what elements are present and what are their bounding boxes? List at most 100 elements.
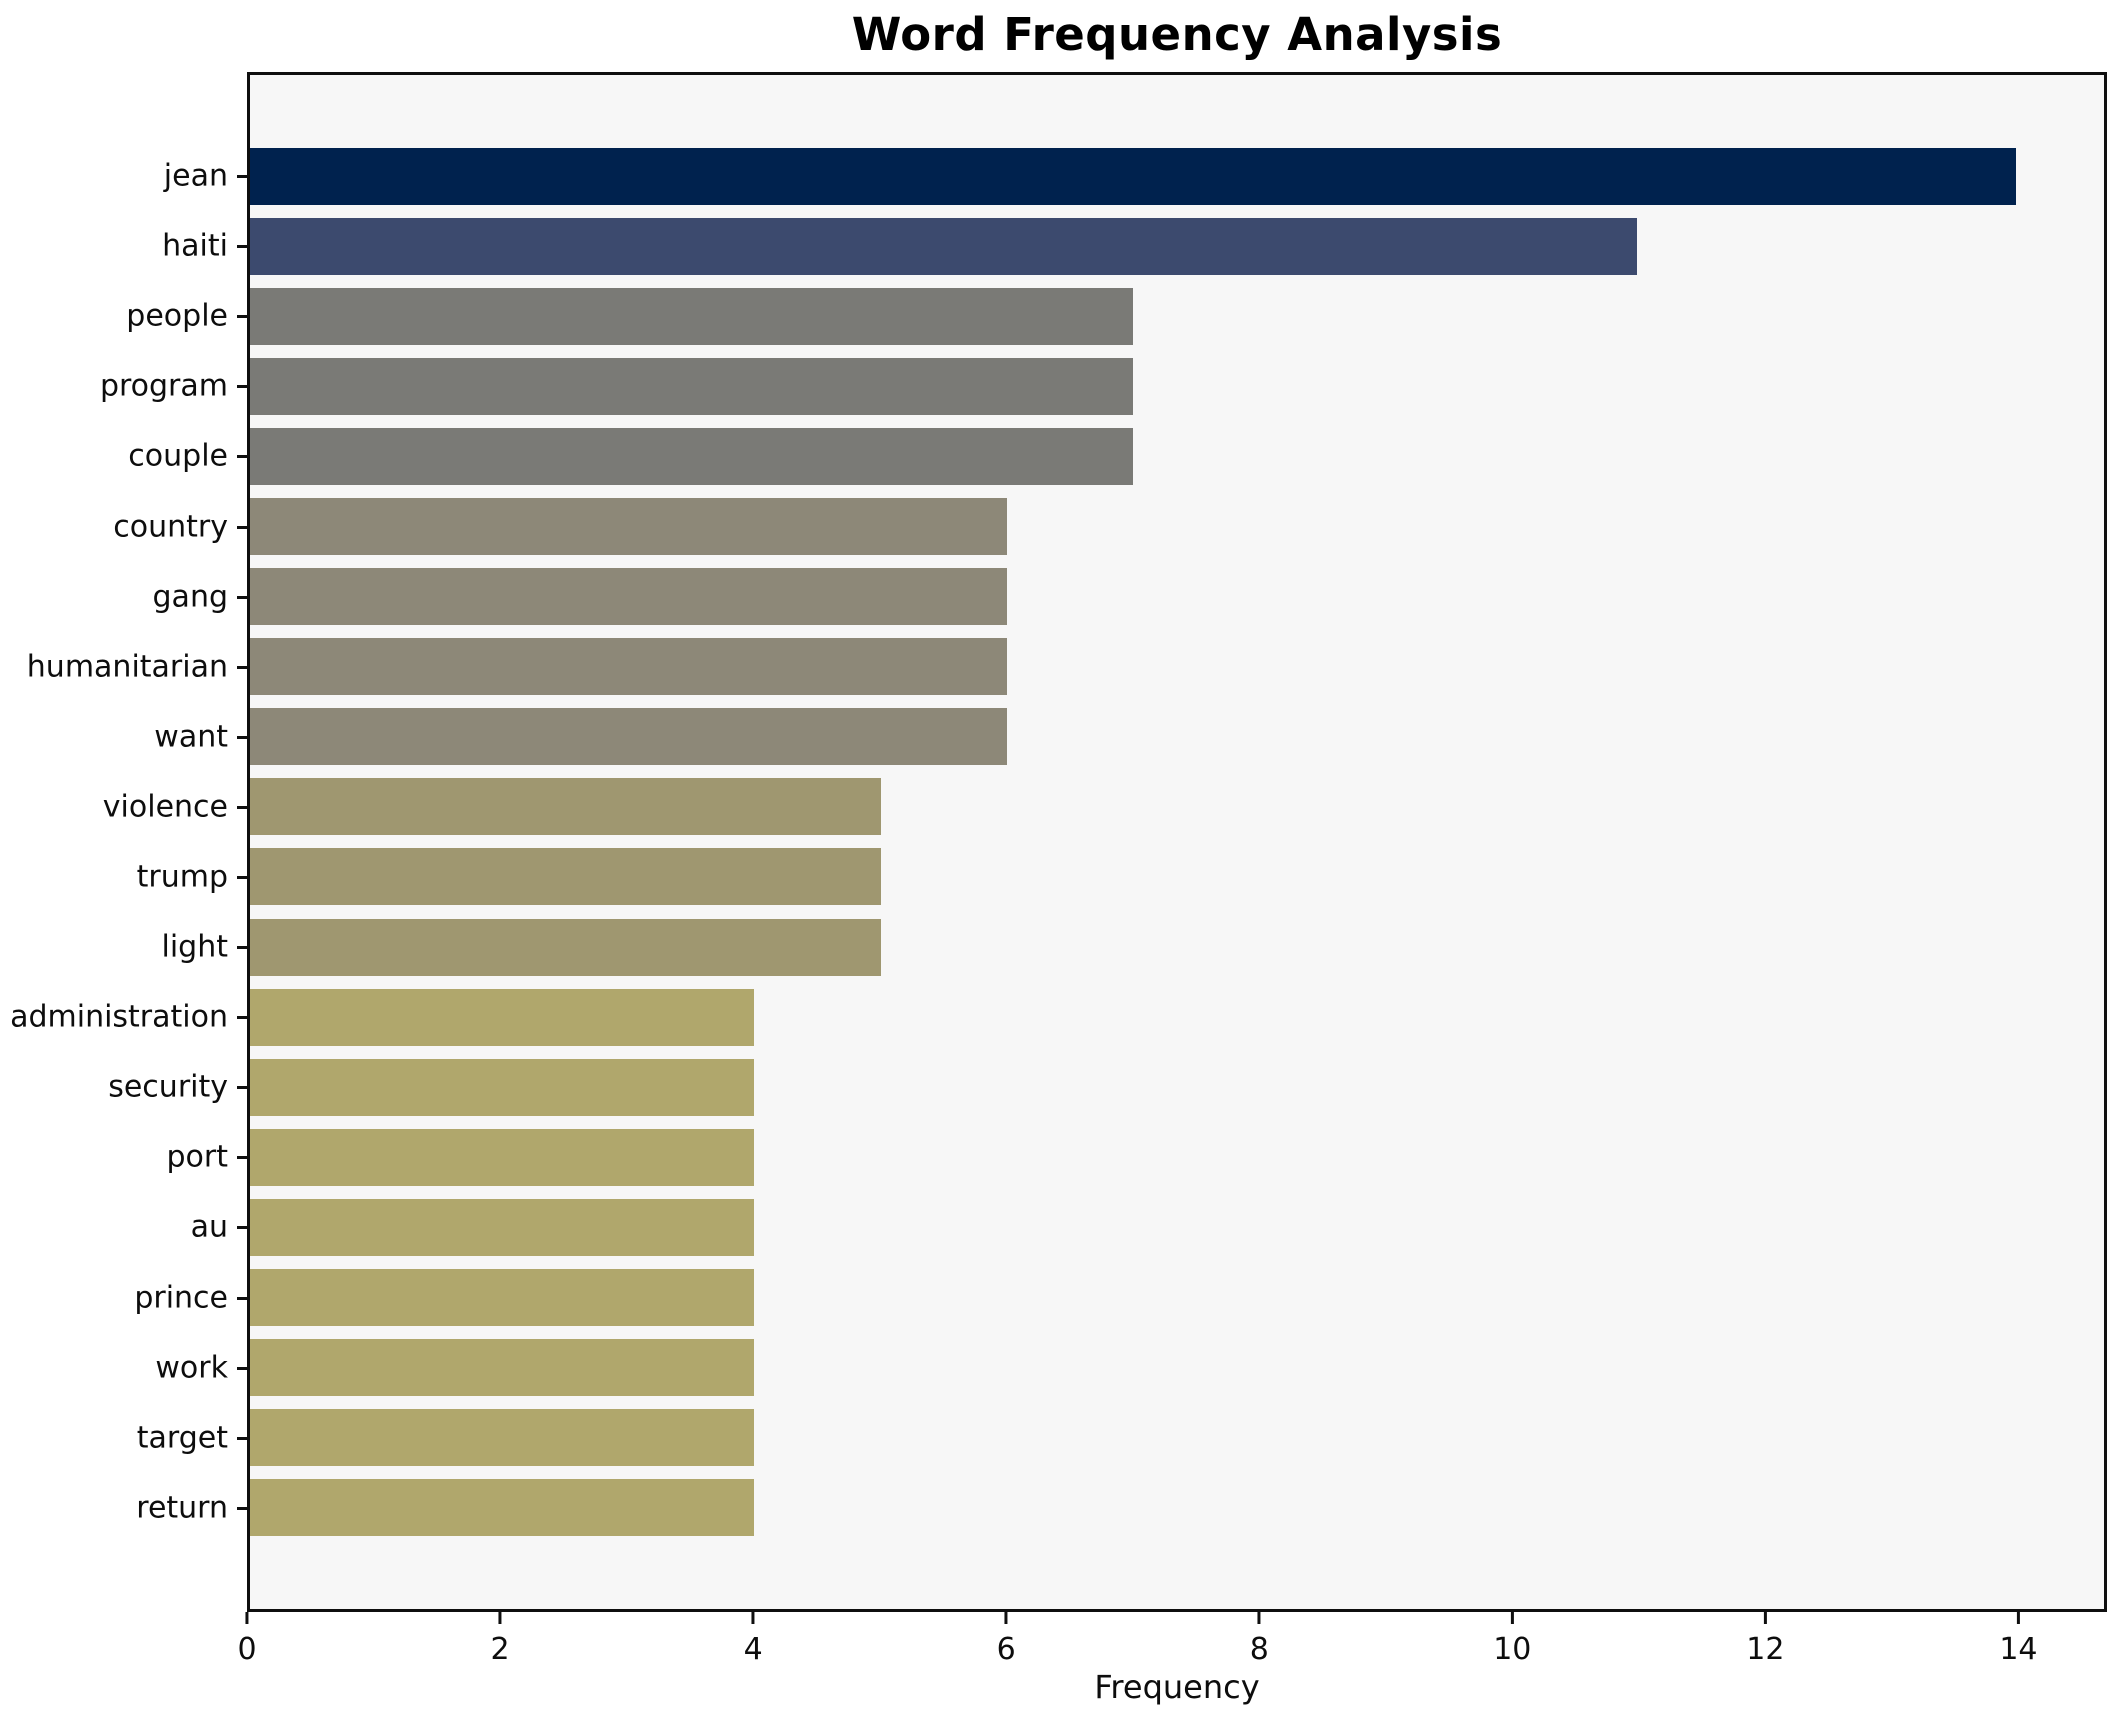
bar-row: people (126, 281, 2104, 351)
y-tick-mark (237, 455, 247, 459)
y-tick-mark (237, 1226, 247, 1230)
bar-row: violence (103, 772, 2104, 842)
x-tick-mark (2016, 1612, 2020, 1624)
x-tick-mark (498, 1612, 502, 1624)
x-tick-label: 2 (490, 1632, 510, 1667)
y-axis-label: want (154, 719, 228, 755)
y-tick-mark (237, 665, 247, 669)
x-tick: 12 (1746, 1612, 1784, 1667)
bar-row: couple (128, 421, 2104, 491)
y-tick-mark (237, 315, 247, 319)
y-axis-label: couple (128, 438, 228, 474)
bar-row: security (108, 1052, 2104, 1122)
y-tick-mark (237, 875, 247, 879)
y-axis-label: target (136, 1420, 228, 1456)
x-tick-label: 14 (1999, 1632, 2038, 1667)
bar-row: work (155, 1333, 2104, 1403)
y-tick-mark (237, 1156, 247, 1160)
y-axis-label: au (190, 1209, 228, 1245)
bar-violence (250, 778, 881, 836)
x-axis: 0 2 4 6 8 10 12 14 (237, 1612, 2107, 1692)
bar-row: gang (153, 562, 2104, 632)
y-axis-label: violence (102, 789, 228, 825)
bar-row: program (100, 351, 2104, 421)
y-axis-label: people (126, 298, 228, 334)
x-tick: 0 (237, 1612, 257, 1667)
bar-row: haiti (162, 211, 2104, 281)
bar-row: return (136, 1473, 2104, 1543)
y-tick-mark (237, 805, 247, 809)
bar-program (250, 357, 1133, 415)
x-axis-title: Frequency (1094, 1668, 1260, 1706)
x-tick-mark (245, 1612, 249, 1624)
chart-title: Word Frequency Analysis (851, 8, 1503, 61)
y-tick-mark (237, 1016, 247, 1020)
bar-au (250, 1198, 755, 1256)
y-tick-mark (237, 1296, 247, 1300)
bar-row: administration (10, 982, 2104, 1052)
y-tick-mark (237, 1506, 247, 1510)
bar-want (250, 708, 1007, 766)
y-axis-label: administration (10, 999, 228, 1035)
bar-row: country (113, 491, 2104, 561)
bar-row: humanitarian (27, 632, 2104, 702)
plot-area: jean haiti people program couple country gang h… (10, 72, 2107, 1612)
bar-row: target (137, 1403, 2104, 1473)
bar-row: prince (134, 1263, 2104, 1333)
y-axis-label: prince (134, 1280, 228, 1316)
bar-rows: jean haiti people program couple country gang h… (10, 75, 2104, 1609)
bar-jean (250, 147, 2016, 205)
y-tick-mark (237, 525, 247, 529)
y-tick-mark (237, 595, 247, 599)
x-tick: 4 (744, 1612, 763, 1667)
y-tick-mark (237, 735, 247, 739)
x-tick-mark (1763, 1612, 1767, 1624)
x-tick: 14 (1999, 1612, 2038, 1667)
bar-couple (250, 427, 1133, 485)
y-axis-label: jean (163, 158, 228, 194)
bar-people (250, 287, 1133, 345)
y-axis-label: haiti (162, 228, 228, 264)
y-tick-mark (237, 946, 247, 950)
bar-row: jean (164, 141, 2104, 211)
y-axis-label: light (161, 929, 229, 965)
x-tick-label: 0 (237, 1632, 257, 1667)
bar-haiti (250, 217, 1638, 275)
y-axis-label: security (108, 1069, 228, 1105)
y-axis-label: humanitarian (26, 649, 228, 685)
x-tick: 6 (997, 1612, 1016, 1667)
bar-humanitarian (250, 638, 1007, 696)
y-axis-label: gang (152, 579, 228, 615)
x-tick: 8 (1250, 1612, 1269, 1667)
bar-row: port (167, 1122, 2104, 1192)
bar-work (250, 1339, 755, 1397)
x-tick: 2 (491, 1612, 510, 1667)
y-tick-mark (237, 1436, 247, 1440)
bar-row: light (162, 912, 2104, 982)
x-tick-mark (1510, 1612, 1514, 1624)
x-tick-mark (751, 1612, 755, 1624)
y-axis-label: trump (136, 859, 228, 895)
x-tick: 10 (1493, 1612, 1531, 1667)
y-axis-label: program (99, 368, 228, 404)
y-axis-label: port (166, 1139, 229, 1175)
y-axis-label: country (113, 509, 228, 545)
bar-port (250, 1128, 755, 1186)
bar-gang (250, 568, 1007, 626)
x-tick-mark (1004, 1612, 1008, 1624)
x-tick-label: 4 (743, 1632, 763, 1667)
x-tick-label: 12 (1746, 1632, 1785, 1667)
bar-target (250, 1409, 755, 1467)
bar-trump (250, 848, 881, 906)
bar-row: au (191, 1192, 2104, 1262)
bar-light (250, 918, 881, 976)
y-tick-mark (237, 385, 247, 389)
x-tick-label: 6 (996, 1632, 1016, 1667)
y-tick-mark (237, 1086, 247, 1090)
y-axis-label: work (155, 1350, 228, 1386)
x-tick-label: 10 (1493, 1632, 1532, 1667)
y-tick-mark (237, 175, 247, 179)
x-tick-mark (1257, 1612, 1261, 1624)
bar-administration (250, 988, 755, 1046)
